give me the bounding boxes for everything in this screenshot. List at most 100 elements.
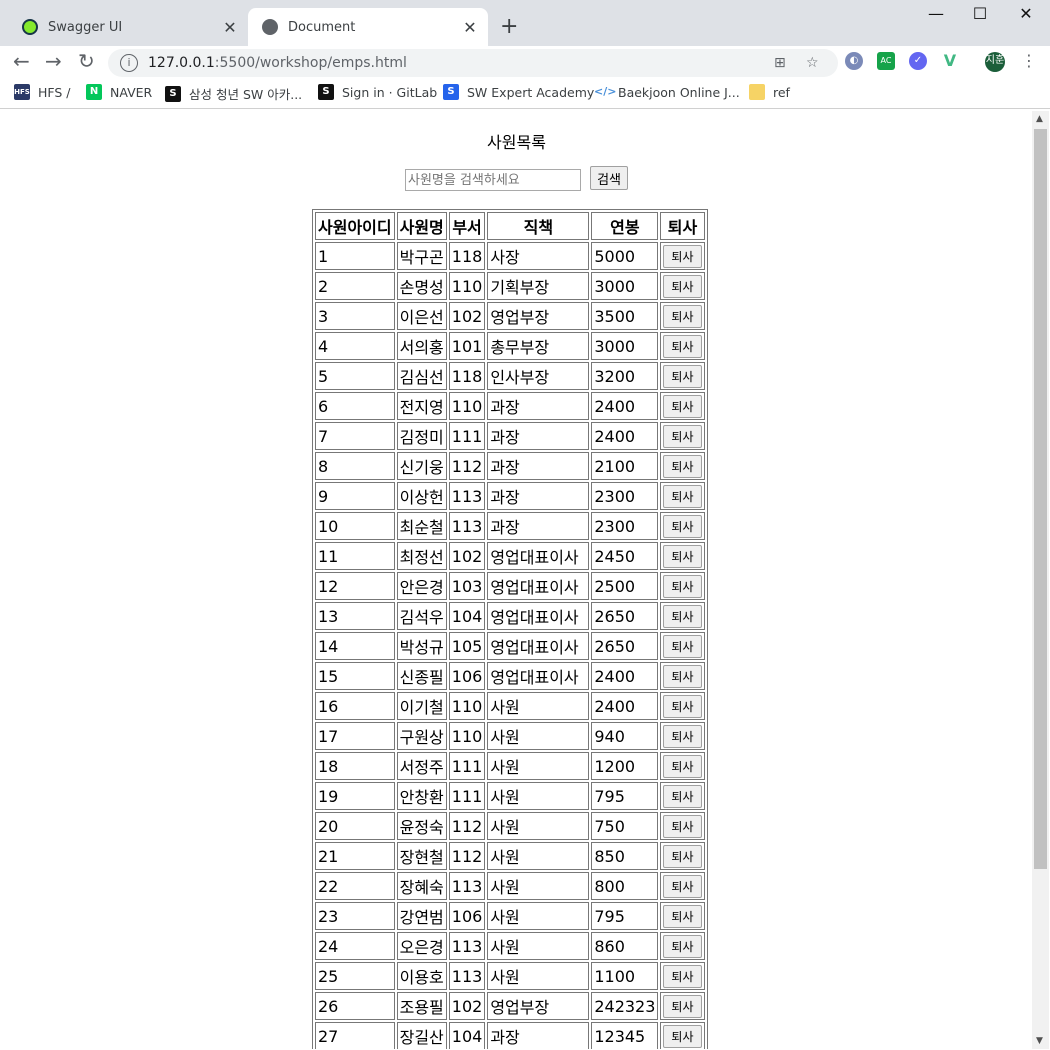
reload-icon[interactable]: ↻ <box>78 49 95 73</box>
cell-salary: 3500 <box>591 302 659 330</box>
bookmark-naver[interactable]: N NAVER <box>86 84 152 100</box>
menu-kebab-icon[interactable]: ⋮ <box>1021 51 1037 70</box>
resign-button[interactable]: 퇴사 <box>663 334 702 358</box>
table-row: 2 손명성 110 기획부장 3000 퇴사 <box>315 272 705 300</box>
address-path: :5500/workshop/emps.html <box>214 55 407 71</box>
translate-icon[interactable]: ⊞ <box>774 55 786 71</box>
tab-document[interactable]: Document ✕ <box>248 8 488 46</box>
window-close-icon[interactable]: ✕ <box>1019 4 1033 23</box>
cell-emp-id: 13 <box>315 602 395 630</box>
resign-button[interactable]: 퇴사 <box>663 484 702 508</box>
cell-emp-name: 장현철 <box>396 842 447 870</box>
forward-icon[interactable]: → <box>45 49 62 73</box>
bookmark-ref[interactable]: ref <box>749 84 790 100</box>
info-icon[interactable]: i <box>120 54 138 72</box>
cell-emp-id: 2 <box>315 272 395 300</box>
cell-title: 영업부장 <box>487 992 590 1020</box>
resign-button[interactable]: 퇴사 <box>663 274 702 298</box>
bookmark-hfs[interactable]: HFS HFS / <box>14 84 71 100</box>
check-extension-icon[interactable]: ✓ <box>909 52 927 70</box>
search-input[interactable] <box>405 169 581 191</box>
cell-emp-name: 이용호 <box>396 962 447 990</box>
vertical-scrollbar[interactable]: ▲ ▼ <box>1032 111 1049 1049</box>
close-icon[interactable]: ✕ <box>223 17 237 37</box>
resign-button[interactable]: 퇴사 <box>663 784 702 808</box>
resign-button[interactable]: 퇴사 <box>663 754 702 778</box>
cell-salary: 795 <box>591 782 659 810</box>
resign-button[interactable]: 퇴사 <box>663 424 702 448</box>
vue-devtools-icon[interactable]: V <box>943 51 957 70</box>
back-icon[interactable]: ← <box>13 49 30 73</box>
bookmark-gitlab[interactable]: S Sign in · GitLab <box>318 84 437 100</box>
resign-button[interactable]: 퇴사 <box>663 514 702 538</box>
resign-button[interactable]: 퇴사 <box>663 634 702 658</box>
resign-button[interactable]: 퇴사 <box>663 964 702 988</box>
table-row: 8 신기웅 112 과장 2100 퇴사 <box>315 452 705 480</box>
cell-salary: 3200 <box>591 362 659 390</box>
ac-extension-icon[interactable]: AC <box>877 52 895 70</box>
bookmark-swea[interactable]: S SW Expert Academy <box>443 84 594 100</box>
bookmarks-bar: HFS HFS / N NAVER S 삼성 청년 SW 아카... S Sig… <box>0 78 1050 109</box>
new-tab-icon[interactable]: + <box>500 14 519 39</box>
cell-emp-name: 장혜숙 <box>396 872 447 900</box>
address-bar[interactable]: i 127.0.0.1:5500/workshop/emps.html ⊞ ☆ <box>108 49 838 77</box>
cell-title: 사원 <box>487 752 590 780</box>
table-row: 15 신종필 106 영업대표이사 2400 퇴사 <box>315 662 705 690</box>
cell-dept: 113 <box>448 512 486 540</box>
ssafy-icon: S <box>165 85 181 102</box>
close-icon[interactable]: ✕ <box>463 17 477 37</box>
page-title: 사원목록 <box>487 133 546 152</box>
cell-action: 퇴사 <box>660 1022 705 1049</box>
resign-button[interactable]: 퇴사 <box>663 724 702 748</box>
scroll-up-icon[interactable]: ▲ <box>1036 114 1043 124</box>
cell-emp-id: 10 <box>315 512 395 540</box>
cell-action: 퇴사 <box>660 992 705 1020</box>
resign-button[interactable]: 퇴사 <box>663 874 702 898</box>
cell-emp-id: 6 <box>315 392 395 420</box>
search-button[interactable]: 검색 <box>590 166 629 190</box>
resign-button[interactable]: 퇴사 <box>663 1024 702 1048</box>
cell-emp-id: 23 <box>315 902 395 930</box>
bookmark-label: Sign in · GitLab <box>342 84 438 100</box>
resign-button[interactable]: 퇴사 <box>663 454 702 478</box>
cell-salary: 2650 <box>591 602 659 630</box>
resign-button[interactable]: 퇴사 <box>663 844 702 868</box>
resign-button[interactable]: 퇴사 <box>663 814 702 838</box>
resign-button[interactable]: 퇴사 <box>663 394 702 418</box>
tab-swagger[interactable]: Swagger UI ✕ <box>8 8 248 46</box>
cell-emp-id: 25 <box>315 962 395 990</box>
cell-action: 퇴사 <box>660 812 705 840</box>
table-row: 10 최순철 113 과장 2300 퇴사 <box>315 512 705 540</box>
cell-action: 퇴사 <box>660 752 705 780</box>
cell-emp-name: 서의홍 <box>396 332 447 360</box>
resign-button[interactable]: 퇴사 <box>663 664 702 688</box>
maximize-icon[interactable]: ☐ <box>972 4 988 23</box>
resign-button[interactable]: 퇴사 <box>663 694 702 718</box>
bookmark-baekjoon[interactable]: </> Baekjoon Online J... <box>594 84 740 100</box>
cell-emp-id: 1 <box>315 242 395 270</box>
scrollbar-thumb[interactable] <box>1034 129 1047 869</box>
resign-button[interactable]: 퇴사 <box>663 574 702 598</box>
resign-button[interactable]: 퇴사 <box>663 604 702 628</box>
cell-dept: 110 <box>448 722 486 750</box>
cell-emp-name: 전지영 <box>396 392 447 420</box>
resign-button[interactable]: 퇴사 <box>663 304 702 328</box>
resign-button[interactable]: 퇴사 <box>663 904 702 928</box>
cell-salary: 2500 <box>591 572 659 600</box>
bookmark-ssafy[interactable]: S 삼성 청년 SW 아카... <box>165 84 302 103</box>
bookmark-star-icon[interactable]: ☆ <box>806 55 819 71</box>
scroll-down-icon[interactable]: ▼ <box>1036 1036 1043 1046</box>
avatar[interactable]: 지훈 <box>985 52 1005 72</box>
cell-emp-id: 17 <box>315 722 395 750</box>
cell-action: 퇴사 <box>660 302 705 330</box>
minimize-icon[interactable]: — <box>928 4 944 23</box>
resign-button[interactable]: 퇴사 <box>663 544 702 568</box>
folder-icon <box>749 84 765 100</box>
cell-dept: 111 <box>448 422 486 450</box>
resign-button[interactable]: 퇴사 <box>663 994 702 1018</box>
resign-button[interactable]: 퇴사 <box>663 244 702 268</box>
resign-button[interactable]: 퇴사 <box>663 364 702 388</box>
resign-button[interactable]: 퇴사 <box>663 934 702 958</box>
extension-icon[interactable]: ◐ <box>845 52 863 70</box>
cell-action: 퇴사 <box>660 632 705 660</box>
